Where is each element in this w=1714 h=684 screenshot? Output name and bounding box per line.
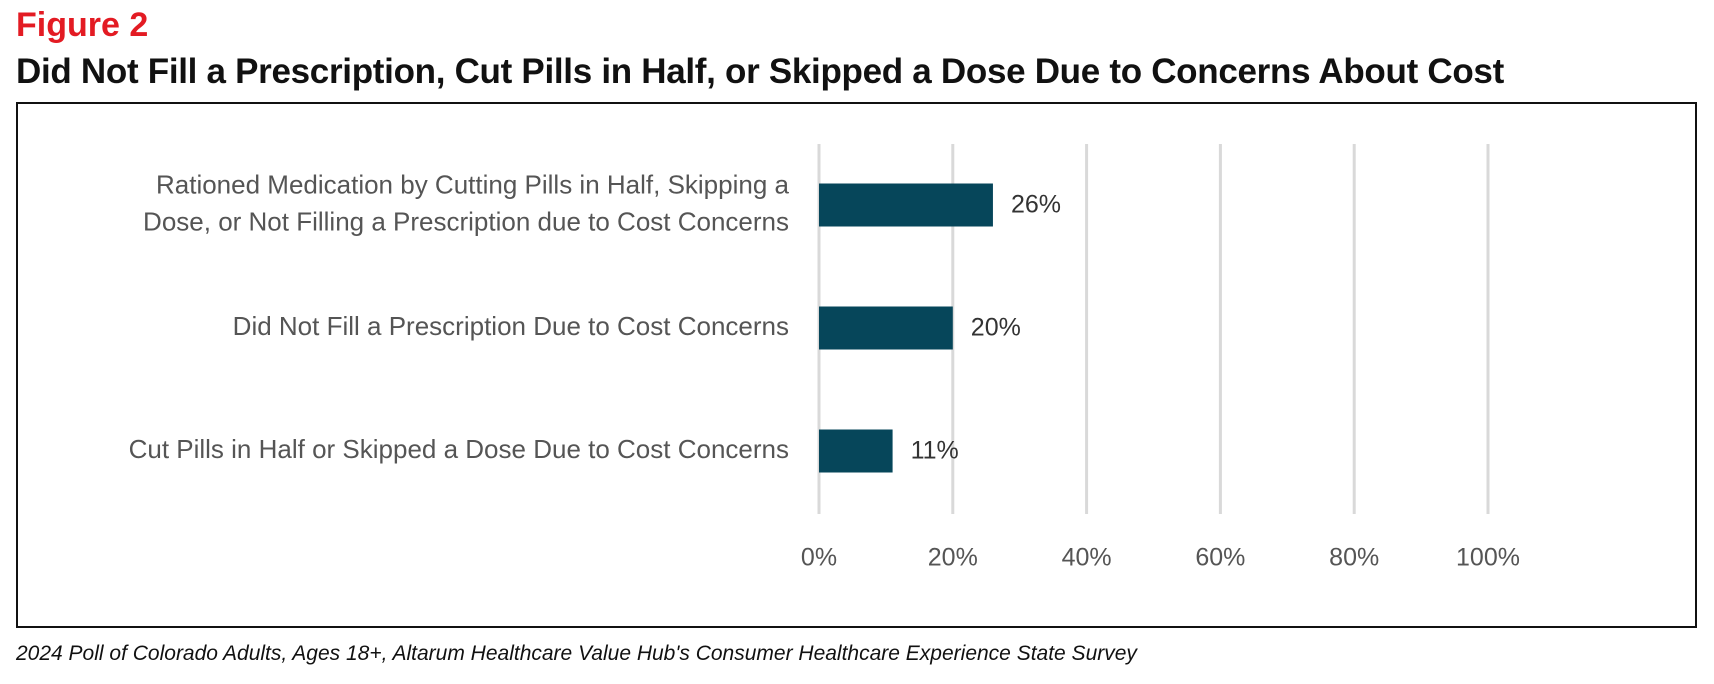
category-label-3: Cut Pills in Half or Skipped a Dose Due … xyxy=(129,434,789,464)
data-label: 20% xyxy=(971,314,1021,342)
x-tick-label: 60% xyxy=(1195,544,1245,572)
category-label-2: Did Not Fill a Prescription Due to Cost … xyxy=(233,311,789,341)
bar-chart: 0% 20% 40% 60% 80% 100% 26% Rationed Medication… xyxy=(129,144,1520,572)
chart-title: Did Not Fill a Prescription, Cut Pills i… xyxy=(16,52,1504,91)
bar-1 xyxy=(819,183,993,227)
bar-2 xyxy=(819,306,953,350)
chart-frame: 0% 20% 40% 60% 80% 100% 26% Rationed Medication… xyxy=(16,102,1697,628)
x-tick-label: 80% xyxy=(1329,544,1379,572)
category-label-line: Rationed Medication by Cutting Pills in … xyxy=(156,169,790,199)
category-label-line: Cut Pills in Half or Skipped a Dose Due … xyxy=(129,434,789,464)
data-label: 26% xyxy=(1011,191,1061,219)
figure-label: Figure 2 xyxy=(16,6,149,44)
x-tick-label: 20% xyxy=(928,544,978,572)
bar-3 xyxy=(819,429,893,473)
x-tick-label: 0% xyxy=(801,544,837,572)
data-label: 11% xyxy=(911,437,959,465)
source-note: 2024 Poll of Colorado Adults, Ages 18+, … xyxy=(16,642,1137,665)
x-tick-label: 100% xyxy=(1456,544,1520,572)
category-label-1: Rationed Medication by Cutting Pills in … xyxy=(143,169,789,236)
x-tick-label: 40% xyxy=(1062,544,1112,572)
category-label-line: Did Not Fill a Prescription Due to Cost … xyxy=(233,311,789,341)
category-label-line: Dose, or Not Filling a Prescription due … xyxy=(143,206,789,236)
